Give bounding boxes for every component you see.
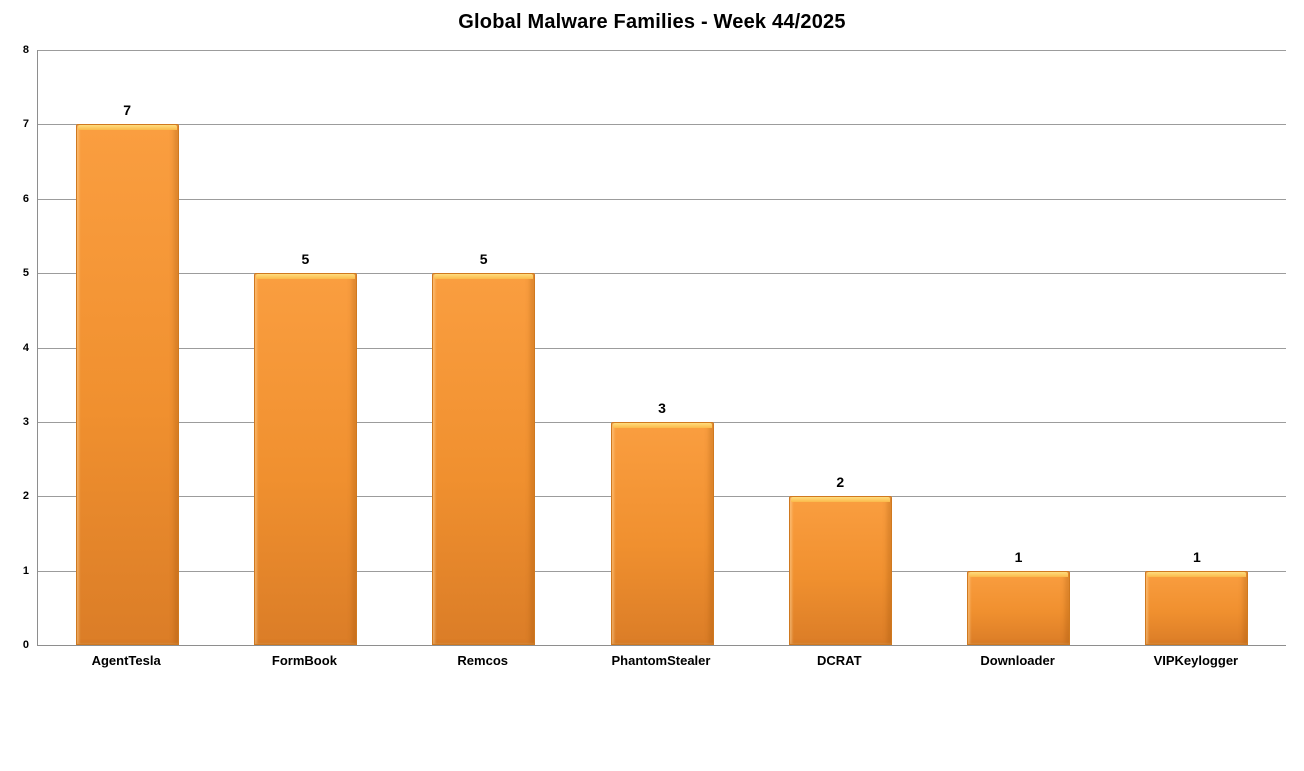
- chart-title: Global Malware Families - Week 44/2025: [458, 11, 846, 33]
- y-tick-label: 0: [22, 639, 29, 651]
- data-label: 1: [1014, 548, 1023, 565]
- gridline: [38, 124, 1286, 126]
- y-tick-label: 8: [22, 44, 29, 56]
- bar-formbook: [253, 273, 357, 645]
- gridline: [38, 347, 1286, 349]
- data-label: 7: [123, 102, 132, 119]
- category-label: AgentTesla: [91, 653, 161, 668]
- data-label: 3: [658, 399, 666, 416]
- data-label: 2: [836, 474, 845, 491]
- bar-downloader: [967, 570, 1071, 645]
- y-tick-label: 2: [22, 490, 29, 503]
- plot-area: 7 5 5 3 2 1 1: [37, 50, 1286, 646]
- category-label: FormBook: [271, 653, 337, 668]
- y-tick-label: 6: [22, 192, 29, 205]
- category-label: VIPKeylogger: [1153, 653, 1239, 668]
- data-label: 5: [479, 251, 488, 268]
- category-label: PhantomStealer: [611, 653, 711, 668]
- gridline: [38, 50, 1286, 51]
- bar-agenttesla: [75, 124, 179, 645]
- data-label: 1: [1192, 548, 1201, 565]
- category-label: Downloader: [980, 653, 1055, 668]
- bar-phantomstealer: [610, 421, 714, 645]
- y-tick-label: 7: [22, 118, 29, 131]
- category-label: Remcos: [457, 653, 508, 668]
- x-axis-category-labels: AgentTesla FormBook Remcos PhantomStealer DC…: [37, 652, 1285, 672]
- gridline: [38, 273, 1286, 275]
- y-axis-tick-labels: 0 1 2 3 4 5 6 7 8: [0, 44, 29, 651]
- gridline: [38, 198, 1286, 200]
- y-tick-label: 4: [22, 341, 29, 354]
- bar-remcos: [432, 273, 536, 645]
- y-tick-label: 3: [22, 415, 29, 428]
- y-tick-label: 5: [22, 267, 29, 280]
- category-label: DCRAT: [817, 653, 862, 668]
- y-tick-label: 1: [22, 564, 29, 577]
- bar-dcrat: [788, 496, 892, 645]
- bar-vipkeylogger: [1145, 570, 1249, 645]
- data-label: 5: [301, 251, 310, 268]
